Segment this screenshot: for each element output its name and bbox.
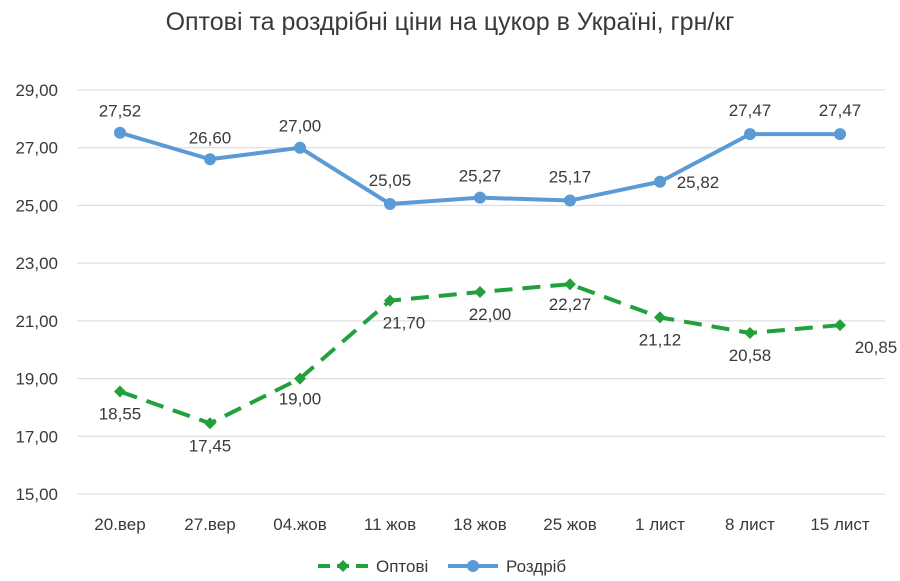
x-tick-label: 11 жов (364, 515, 416, 534)
data-label: 27,47 (819, 101, 862, 120)
x-axis: 20.вер 27.вер 04.жов 11 жов 18 жов 25 жов 1 ли… (94, 515, 870, 534)
x-tick-label: 04.жов (273, 515, 327, 534)
data-label: 17,45 (189, 436, 232, 455)
y-tick-label: 25,00 (15, 196, 58, 215)
x-tick-label: 25 жов (543, 515, 597, 534)
x-tick-label: 15 лист (810, 515, 870, 534)
y-tick-label: 27,00 (15, 139, 58, 158)
data-label: 22,00 (469, 305, 512, 324)
x-tick-label: 27.вер (184, 515, 235, 534)
x-tick-label: 8 лист (725, 515, 775, 534)
data-point[interactable] (834, 128, 846, 141)
data-point[interactable] (564, 194, 576, 207)
series-layer (114, 126, 846, 430)
y-tick-label: 29,00 (15, 81, 58, 100)
data-label: 22,27 (549, 295, 592, 314)
data-point[interactable] (294, 372, 306, 385)
x-tick-label: 18 жов (453, 515, 507, 534)
data-label: 20,85 (855, 338, 898, 357)
data-point[interactable] (744, 326, 756, 339)
legend-marker (337, 560, 349, 572)
data-label: 20,58 (729, 346, 772, 365)
y-tick-label: 21,00 (15, 312, 58, 331)
data-label: 19,00 (279, 390, 322, 409)
data-point[interactable] (114, 385, 126, 398)
data-point[interactable] (294, 141, 306, 154)
data-label: 21,12 (639, 330, 682, 349)
grid (77, 89, 885, 495)
data-label: 25,05 (369, 171, 412, 190)
data-label: 27,52 (99, 102, 142, 121)
legend-marker (467, 560, 479, 572)
data-label: 26,60 (189, 128, 232, 147)
legend-label: Роздріб (506, 557, 566, 576)
chart-title: Оптові та роздрібні ціни на цукор в Укра… (166, 8, 735, 36)
data-point[interactable] (474, 191, 486, 204)
data-point[interactable] (564, 278, 576, 291)
data-point[interactable] (384, 294, 396, 307)
x-tick-label: 1 лист (635, 515, 685, 534)
legend[interactable]: Оптові Роздріб (318, 557, 566, 576)
data-point[interactable] (744, 128, 756, 141)
legend-label: Оптові (376, 557, 428, 576)
data-point[interactable] (204, 153, 216, 166)
data-label: 27,47 (729, 101, 772, 120)
y-tick-label: 23,00 (15, 254, 58, 273)
data-label: 25,17 (549, 168, 592, 187)
data-point[interactable] (834, 319, 846, 332)
data-label: 18,55 (99, 405, 142, 424)
data-point[interactable] (474, 286, 486, 298)
x-tick-label: 20.вер (94, 515, 145, 534)
y-tick-label: 19,00 (15, 370, 58, 389)
data-label: 25,27 (459, 167, 502, 186)
data-point[interactable] (114, 126, 126, 139)
data-label: 25,82 (677, 173, 720, 192)
y-axis: 15,00 17,00 19,00 21,00 23,00 25,00 27,00 29,00 (15, 81, 58, 504)
data-point[interactable] (654, 311, 666, 324)
y-tick-label: 17,00 (15, 427, 58, 446)
data-point[interactable] (384, 197, 396, 210)
data-label: 27,00 (279, 117, 322, 136)
data-point[interactable] (654, 175, 666, 188)
y-tick-label: 15,00 (15, 485, 58, 504)
data-labels: 18,55 17,45 19,00 21,70 22,00 22,27 21,12 20,58… (99, 101, 898, 455)
data-point[interactable] (204, 417, 216, 430)
data-label: 21,70 (383, 314, 426, 333)
